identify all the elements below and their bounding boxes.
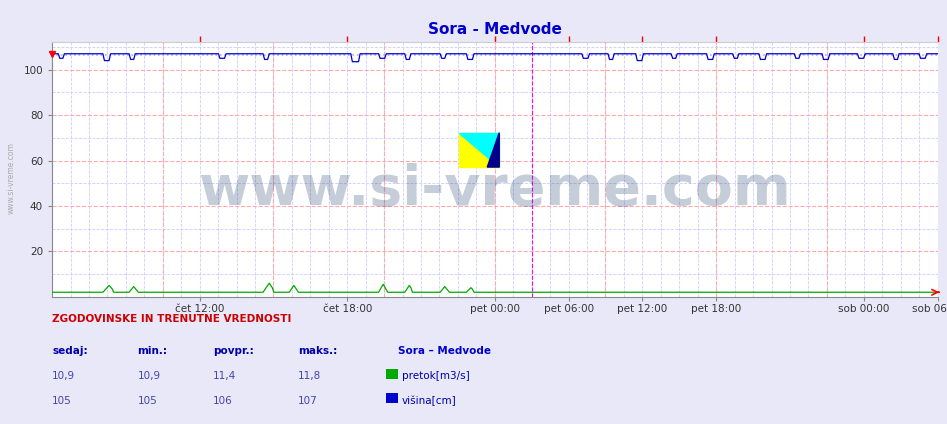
Text: www.si-vreme.com: www.si-vreme.com xyxy=(7,142,16,214)
Polygon shape xyxy=(459,133,499,167)
Text: 106: 106 xyxy=(213,396,233,406)
Polygon shape xyxy=(488,133,499,167)
Text: min.:: min.: xyxy=(137,346,168,356)
Text: višina[cm]: višina[cm] xyxy=(402,395,456,406)
Text: povpr.:: povpr.: xyxy=(213,346,254,356)
Text: Sora – Medvode: Sora – Medvode xyxy=(398,346,491,356)
Text: 105: 105 xyxy=(52,396,72,406)
Text: 11,4: 11,4 xyxy=(213,371,237,382)
Text: www.si-vreme.com: www.si-vreme.com xyxy=(199,163,791,217)
Text: pretok[m3/s]: pretok[m3/s] xyxy=(402,371,470,382)
Text: 11,8: 11,8 xyxy=(298,371,322,382)
Text: 10,9: 10,9 xyxy=(137,371,160,382)
Bar xyxy=(459,133,499,167)
Text: ZGODOVINSKE IN TRENUTNE VREDNOSTI: ZGODOVINSKE IN TRENUTNE VREDNOSTI xyxy=(52,314,292,324)
Text: 10,9: 10,9 xyxy=(52,371,75,382)
Text: 105: 105 xyxy=(137,396,157,406)
Text: maks.:: maks.: xyxy=(298,346,337,356)
Text: sedaj:: sedaj: xyxy=(52,346,88,356)
Text: 107: 107 xyxy=(298,396,318,406)
Title: Sora - Medvode: Sora - Medvode xyxy=(428,22,562,37)
